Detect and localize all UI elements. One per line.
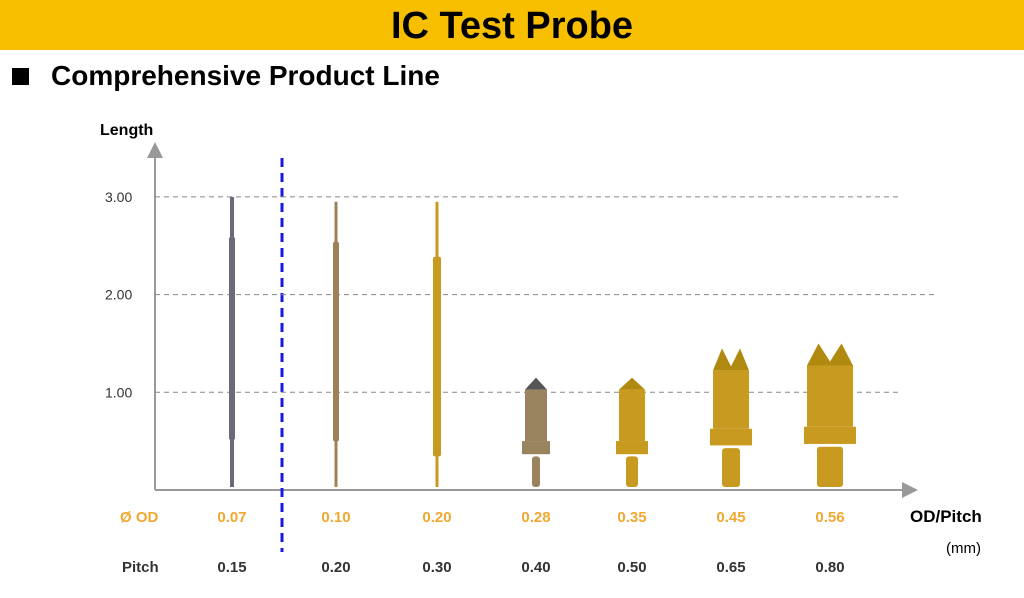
pitch-value: 0.30 <box>422 559 451 576</box>
od-value: 0.28 <box>521 509 550 526</box>
probe-barrel <box>333 241 339 442</box>
od-value: 0.56 <box>815 509 844 526</box>
unit-label: (mm) <box>946 540 981 557</box>
y-tick-label: 1.00 <box>105 384 132 400</box>
crown-tip-icon <box>807 343 853 366</box>
probe-body <box>525 389 547 442</box>
probe-tail <box>817 446 843 487</box>
bullet-square-icon <box>12 67 29 85</box>
probe-collar <box>522 441 550 455</box>
pitch-row-label: Pitch <box>122 559 159 576</box>
x-axis-label: OD/Pitch <box>910 507 982 526</box>
probe-tail <box>532 456 540 487</box>
od-value: 0.35 <box>617 509 646 526</box>
cone-tip-icon <box>619 377 645 390</box>
pitch-value: 0.50 <box>617 559 646 576</box>
y-axis-label: Length <box>100 122 153 139</box>
od-value: 0.45 <box>716 509 745 526</box>
subtitle-text: Comprehensive Product Line <box>51 60 440 91</box>
pitch-value: 0.15 <box>217 559 246 576</box>
y-tick-label: 2.00 <box>105 287 132 303</box>
probe-body <box>807 365 853 427</box>
probe-collar <box>616 441 648 455</box>
probe-collar <box>710 428 752 446</box>
title-banner: IC Test Probe <box>0 0 1024 50</box>
probe-barrel <box>433 256 441 457</box>
cone-tip-icon <box>525 377 547 390</box>
y-tick-label: 3.00 <box>105 189 132 205</box>
od-value: 0.07 <box>217 509 246 526</box>
probe-body <box>619 389 645 442</box>
probe-tail <box>626 456 638 487</box>
od-value: 0.10 <box>321 509 350 526</box>
probe-collar <box>804 426 856 444</box>
probe-barrel <box>229 236 235 440</box>
od-row-label: Ø OD <box>120 509 159 526</box>
crown-tip-icon <box>713 348 749 371</box>
pitch-value: 0.40 <box>521 559 550 576</box>
page-title: IC Test Probe <box>390 5 634 47</box>
pitch-value: 0.65 <box>716 559 745 576</box>
pitch-value: 0.80 <box>815 559 844 576</box>
od-value: 0.20 <box>422 509 451 526</box>
pitch-value: 0.20 <box>321 559 350 576</box>
probe-tail <box>722 448 740 487</box>
subtitle: Comprehensive Product Line <box>12 60 440 92</box>
probe-body <box>713 370 749 429</box>
